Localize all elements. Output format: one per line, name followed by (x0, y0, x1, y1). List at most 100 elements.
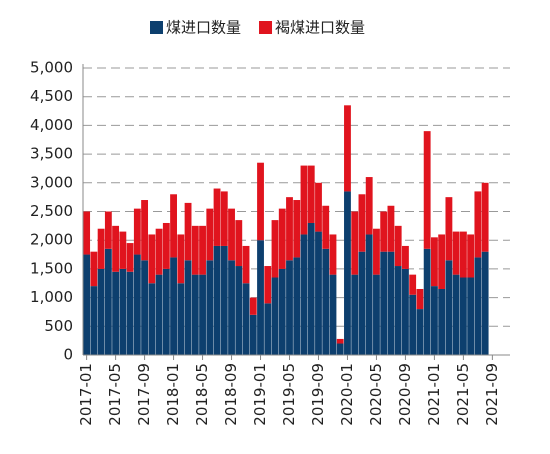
y-tick-label: 3,500 (30, 145, 73, 163)
bar-segment (394, 225, 402, 267)
bar-segment (409, 294, 417, 355)
bar-segment (351, 274, 359, 355)
bar-segment (409, 274, 417, 295)
bar-segment (177, 283, 185, 355)
bar-segment (141, 200, 149, 261)
bar-segment (315, 231, 322, 355)
bar-segment (104, 211, 112, 249)
bar-segment (126, 271, 134, 355)
legend-swatch (259, 21, 273, 34)
bar-segment (199, 274, 206, 355)
bar-segment (228, 260, 235, 355)
bar-segment (481, 182, 489, 252)
bar-segment (119, 268, 127, 355)
bar-segment (307, 222, 315, 355)
bar-segment (430, 286, 438, 355)
bar-segment (322, 205, 330, 249)
x-tick-label: 2019-05 (280, 363, 298, 426)
bar-segment (162, 268, 170, 355)
bar-segment (271, 220, 279, 278)
bar-segment (387, 251, 395, 355)
bar-segment (206, 260, 214, 355)
bar-segment (416, 288, 424, 310)
bar-segment (423, 248, 431, 355)
bar-segment (112, 271, 120, 355)
y-tick-label: 2,500 (30, 202, 73, 220)
bar-segment (394, 266, 402, 355)
bar-segment (365, 234, 373, 355)
bar-segment (373, 274, 380, 355)
y-tick-label: 5,000 (30, 59, 73, 77)
bar-segment (213, 245, 221, 355)
bar-segment (293, 257, 301, 355)
x-tick-label: 2020-05 (367, 363, 385, 426)
bar-segment (474, 257, 482, 355)
bar-segment (133, 208, 141, 255)
x-tick-label: 2018-09 (222, 363, 240, 426)
bar-segment (300, 234, 308, 355)
bar-segment (184, 202, 192, 261)
bar-segment (97, 268, 105, 355)
x-tick-label: 2018-01 (164, 363, 182, 426)
bar-segment (329, 234, 337, 275)
bar-segment (191, 274, 199, 355)
bar-segment (445, 260, 453, 355)
x-tick-label: 2020-01 (338, 363, 356, 426)
bar-segment (257, 162, 264, 241)
bar-segment (177, 234, 185, 284)
bar-segment (184, 260, 192, 355)
y-tick-label: 0 (63, 346, 73, 364)
bar-segment (416, 309, 424, 355)
bar-segment (344, 191, 351, 355)
bar-segment (452, 231, 460, 275)
y-tick-label: 1,500 (30, 259, 73, 277)
bar-segment (293, 200, 301, 258)
bar-segment (228, 208, 235, 261)
bar-segment (278, 208, 286, 269)
x-tick-label: 2021-01 (425, 363, 443, 426)
bar-segment (430, 237, 438, 287)
bar-segment (467, 234, 475, 278)
x-tick-label: 2017-09 (135, 363, 153, 426)
bar-segment (249, 297, 257, 315)
bar-segment (126, 243, 134, 272)
x-tick-label: 2019-01 (251, 363, 269, 426)
bar-segment (358, 194, 366, 252)
bar-segment (402, 245, 409, 269)
bar-segment (445, 197, 453, 261)
x-tick-label: 2019-09 (309, 363, 327, 426)
bar-segment (438, 234, 446, 289)
bar-segment (162, 222, 170, 269)
bar-segment (220, 245, 228, 355)
bar-segment (481, 251, 489, 355)
bar-segment (286, 197, 293, 261)
bar-segment (104, 248, 112, 355)
x-tick-label: 2021-05 (454, 363, 472, 426)
bar-segment (155, 228, 163, 275)
bar-segment (148, 283, 156, 355)
bar-segment (380, 211, 388, 252)
x-tick-label: 2017-05 (106, 363, 124, 426)
bar-segment (344, 105, 351, 192)
bar-segment (459, 231, 467, 278)
bar-segment (257, 240, 264, 355)
bar-segment (199, 225, 206, 275)
bar-segment (271, 277, 279, 355)
bar-segment (249, 314, 257, 355)
bar-segment (358, 251, 366, 355)
bar-segment (278, 268, 286, 355)
legend-label: 煤进口数量 (166, 19, 241, 37)
y-tick-label: 4,500 (30, 87, 73, 105)
y-tick-label: 2,000 (30, 231, 73, 249)
bar-segment (119, 231, 127, 269)
bar-segment (300, 165, 308, 235)
legend-swatch (150, 21, 163, 34)
bar-segment (235, 220, 243, 267)
x-tick-label: 2017-01 (77, 363, 95, 426)
bar-segment (242, 283, 250, 355)
bar-segment (112, 225, 120, 272)
x-tick-label: 2020-09 (396, 363, 414, 426)
bar-segment (141, 260, 149, 355)
bar-segment (423, 131, 431, 249)
y-tick-label: 4,000 (30, 116, 73, 134)
